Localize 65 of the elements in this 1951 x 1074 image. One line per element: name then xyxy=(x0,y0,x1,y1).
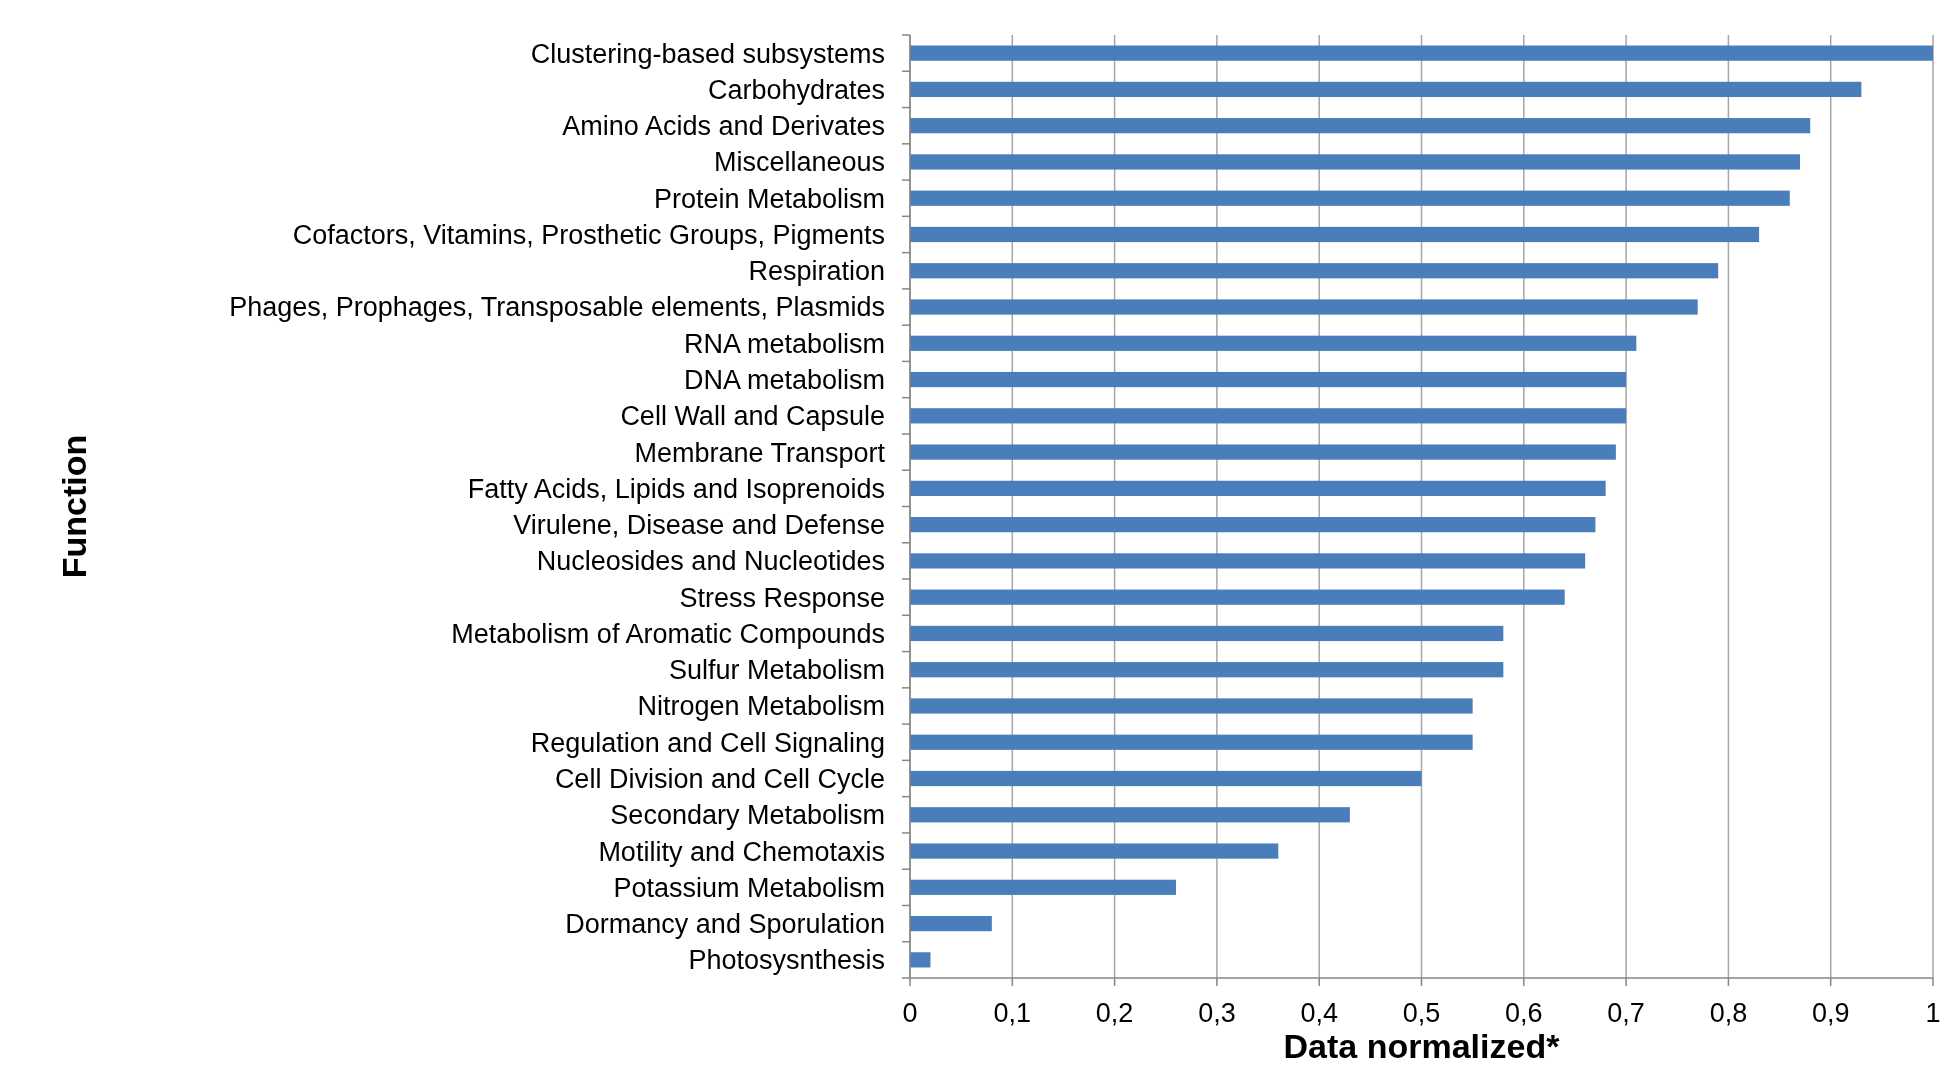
x-tick-label: 0,2 xyxy=(1095,998,1134,1028)
bar xyxy=(910,915,992,932)
bar xyxy=(910,154,1801,170)
bar xyxy=(910,480,1606,496)
y-tick-label: Potassium Metabolism xyxy=(613,872,885,903)
x-tick-label: 0,9 xyxy=(1811,998,1850,1028)
y-tick-label: Secondary Metabolism xyxy=(610,800,885,831)
y-tick-label: Carbohydrates xyxy=(707,74,885,105)
bar xyxy=(910,371,1627,388)
x-tick-label: 0 xyxy=(902,998,918,1028)
x-tick-label: 1 xyxy=(1925,998,1941,1028)
x-tick-label: 0,4 xyxy=(1300,998,1338,1028)
x-tick-label: 0,8 xyxy=(1709,998,1748,1028)
bar xyxy=(910,444,1616,460)
y-tick-label: Fatty Acids, Lipids and Isoprenoids xyxy=(467,473,885,504)
y-tick-label: Virulene, Disease and Defense xyxy=(513,510,885,541)
bar xyxy=(910,625,1504,642)
bar xyxy=(910,807,1350,823)
bar xyxy=(910,81,1862,98)
x-tick-label: 0,5 xyxy=(1402,998,1441,1028)
y-tick-label: Metabolism of Aromatic Compounds xyxy=(451,618,885,649)
bar xyxy=(910,517,1596,533)
bar xyxy=(910,879,1176,895)
y-tick-label: Membrane Transport xyxy=(634,437,886,468)
bar xyxy=(910,843,1279,859)
bar xyxy=(910,335,1637,351)
x-tick-label: 0,1 xyxy=(993,998,1032,1028)
y-tick-label: Stress Response xyxy=(679,582,885,613)
y-tick-label: DNA metabolism xyxy=(683,365,885,396)
x-tick-label: 0,3 xyxy=(1198,998,1236,1028)
x-tick-label: 0,6 xyxy=(1505,998,1543,1028)
y-tick-label: Dormancy and Sporulation xyxy=(565,909,885,940)
bar xyxy=(910,118,1811,134)
y-tick-label: Regulation and Cell Signaling xyxy=(530,727,885,758)
y-tick-label: Nucleosides and Nucleotides xyxy=(536,546,885,577)
bar xyxy=(910,408,1627,424)
y-tick-label: Cofactors, Vitamins, Prosthetic Groups, Pigments xyxy=(292,219,885,250)
y-tick-label: Sulfur Metabolism xyxy=(668,655,885,686)
y-tick-label: Clustering-based subsystems xyxy=(530,38,885,69)
bar xyxy=(910,698,1473,714)
y-tick-label: Photosysnthesis xyxy=(688,945,885,976)
bar xyxy=(910,553,1586,569)
bar xyxy=(910,299,1698,315)
bar xyxy=(910,952,931,968)
bar xyxy=(910,263,1719,279)
y-tick-label: Miscellaneous xyxy=(713,147,885,178)
bar xyxy=(910,226,1760,243)
y-tick-label: Cell Wall and Capsule xyxy=(620,401,885,432)
y-tick-label: Motility and Chemotaxis xyxy=(598,836,885,867)
x-axis-title: Data normalized* xyxy=(1283,1027,1561,1065)
x-tick-label: 0,7 xyxy=(1607,998,1645,1028)
y-tick-label: Amino Acids and Derivates xyxy=(562,111,885,142)
y-tick-label: Respiration xyxy=(748,256,885,287)
bar xyxy=(910,662,1504,678)
y-tick-label: Phages, Prophages, Transposable elements, Plasmids xyxy=(229,292,885,323)
y-tick-label: Nitrogen Metabolism xyxy=(637,691,885,722)
bar xyxy=(910,589,1565,605)
y-tick-label: Cell Division and Cell Cycle xyxy=(554,763,885,794)
bar xyxy=(910,734,1473,750)
y-tick-label: Protein Metabolism xyxy=(653,183,885,214)
y-tick-label: RNA metabolism xyxy=(683,328,885,359)
bar xyxy=(910,190,1790,206)
bar xyxy=(910,770,1422,787)
bar xyxy=(910,45,1933,61)
y-axis-title: Function xyxy=(55,434,93,579)
